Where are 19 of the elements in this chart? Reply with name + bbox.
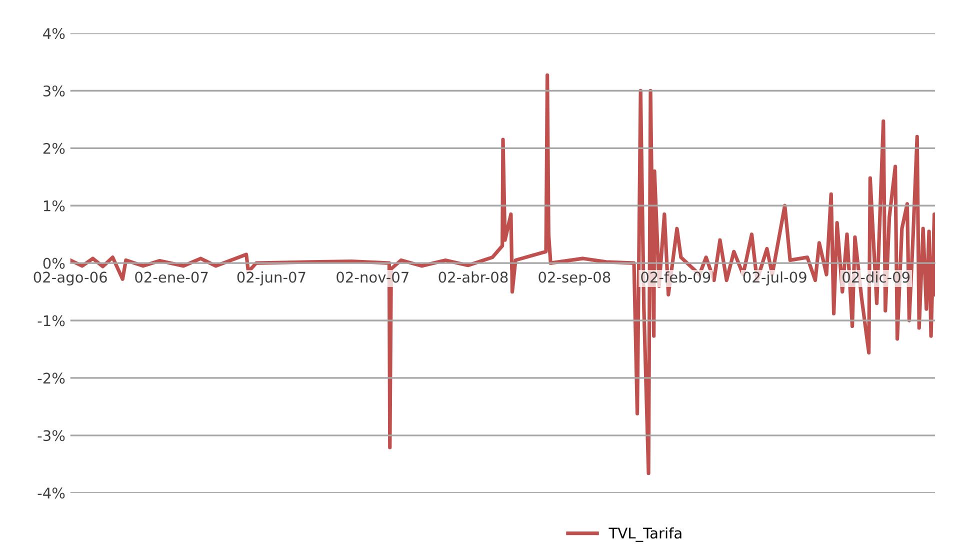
x-tick-label: 02-sep-08 bbox=[538, 272, 610, 286]
x-tick-label: 02-ene-07 bbox=[135, 272, 208, 283]
y-tick-label: -2% bbox=[38, 372, 65, 384]
y-tick-label: 4% bbox=[43, 28, 65, 40]
x-tick-label: 02-dic-09 bbox=[842, 271, 910, 283]
y-tick-label: 3% bbox=[43, 85, 65, 96]
y-tick-label: 1% bbox=[44, 200, 65, 212]
y-tick-label: -4% bbox=[38, 488, 65, 499]
x-tick-label: 02-nov-07 bbox=[336, 272, 408, 283]
x-tick-label: 02-jun-07 bbox=[237, 271, 306, 286]
x-tick-label: 02-abr-08 bbox=[438, 271, 508, 283]
x-tick-label: 02-feb-09 bbox=[641, 271, 710, 283]
y-tick-label: 2% bbox=[43, 142, 65, 154]
y-tick-label: -3% bbox=[38, 430, 65, 442]
y-tick-label: 0% bbox=[43, 258, 65, 269]
legend-label: TVL_Tarifa bbox=[608, 527, 682, 542]
x-tick-label: 02-ago-06 bbox=[34, 272, 107, 286]
y-tick-label: -1% bbox=[38, 315, 65, 326]
x-tick-label: 02-jul-09 bbox=[743, 271, 806, 286]
